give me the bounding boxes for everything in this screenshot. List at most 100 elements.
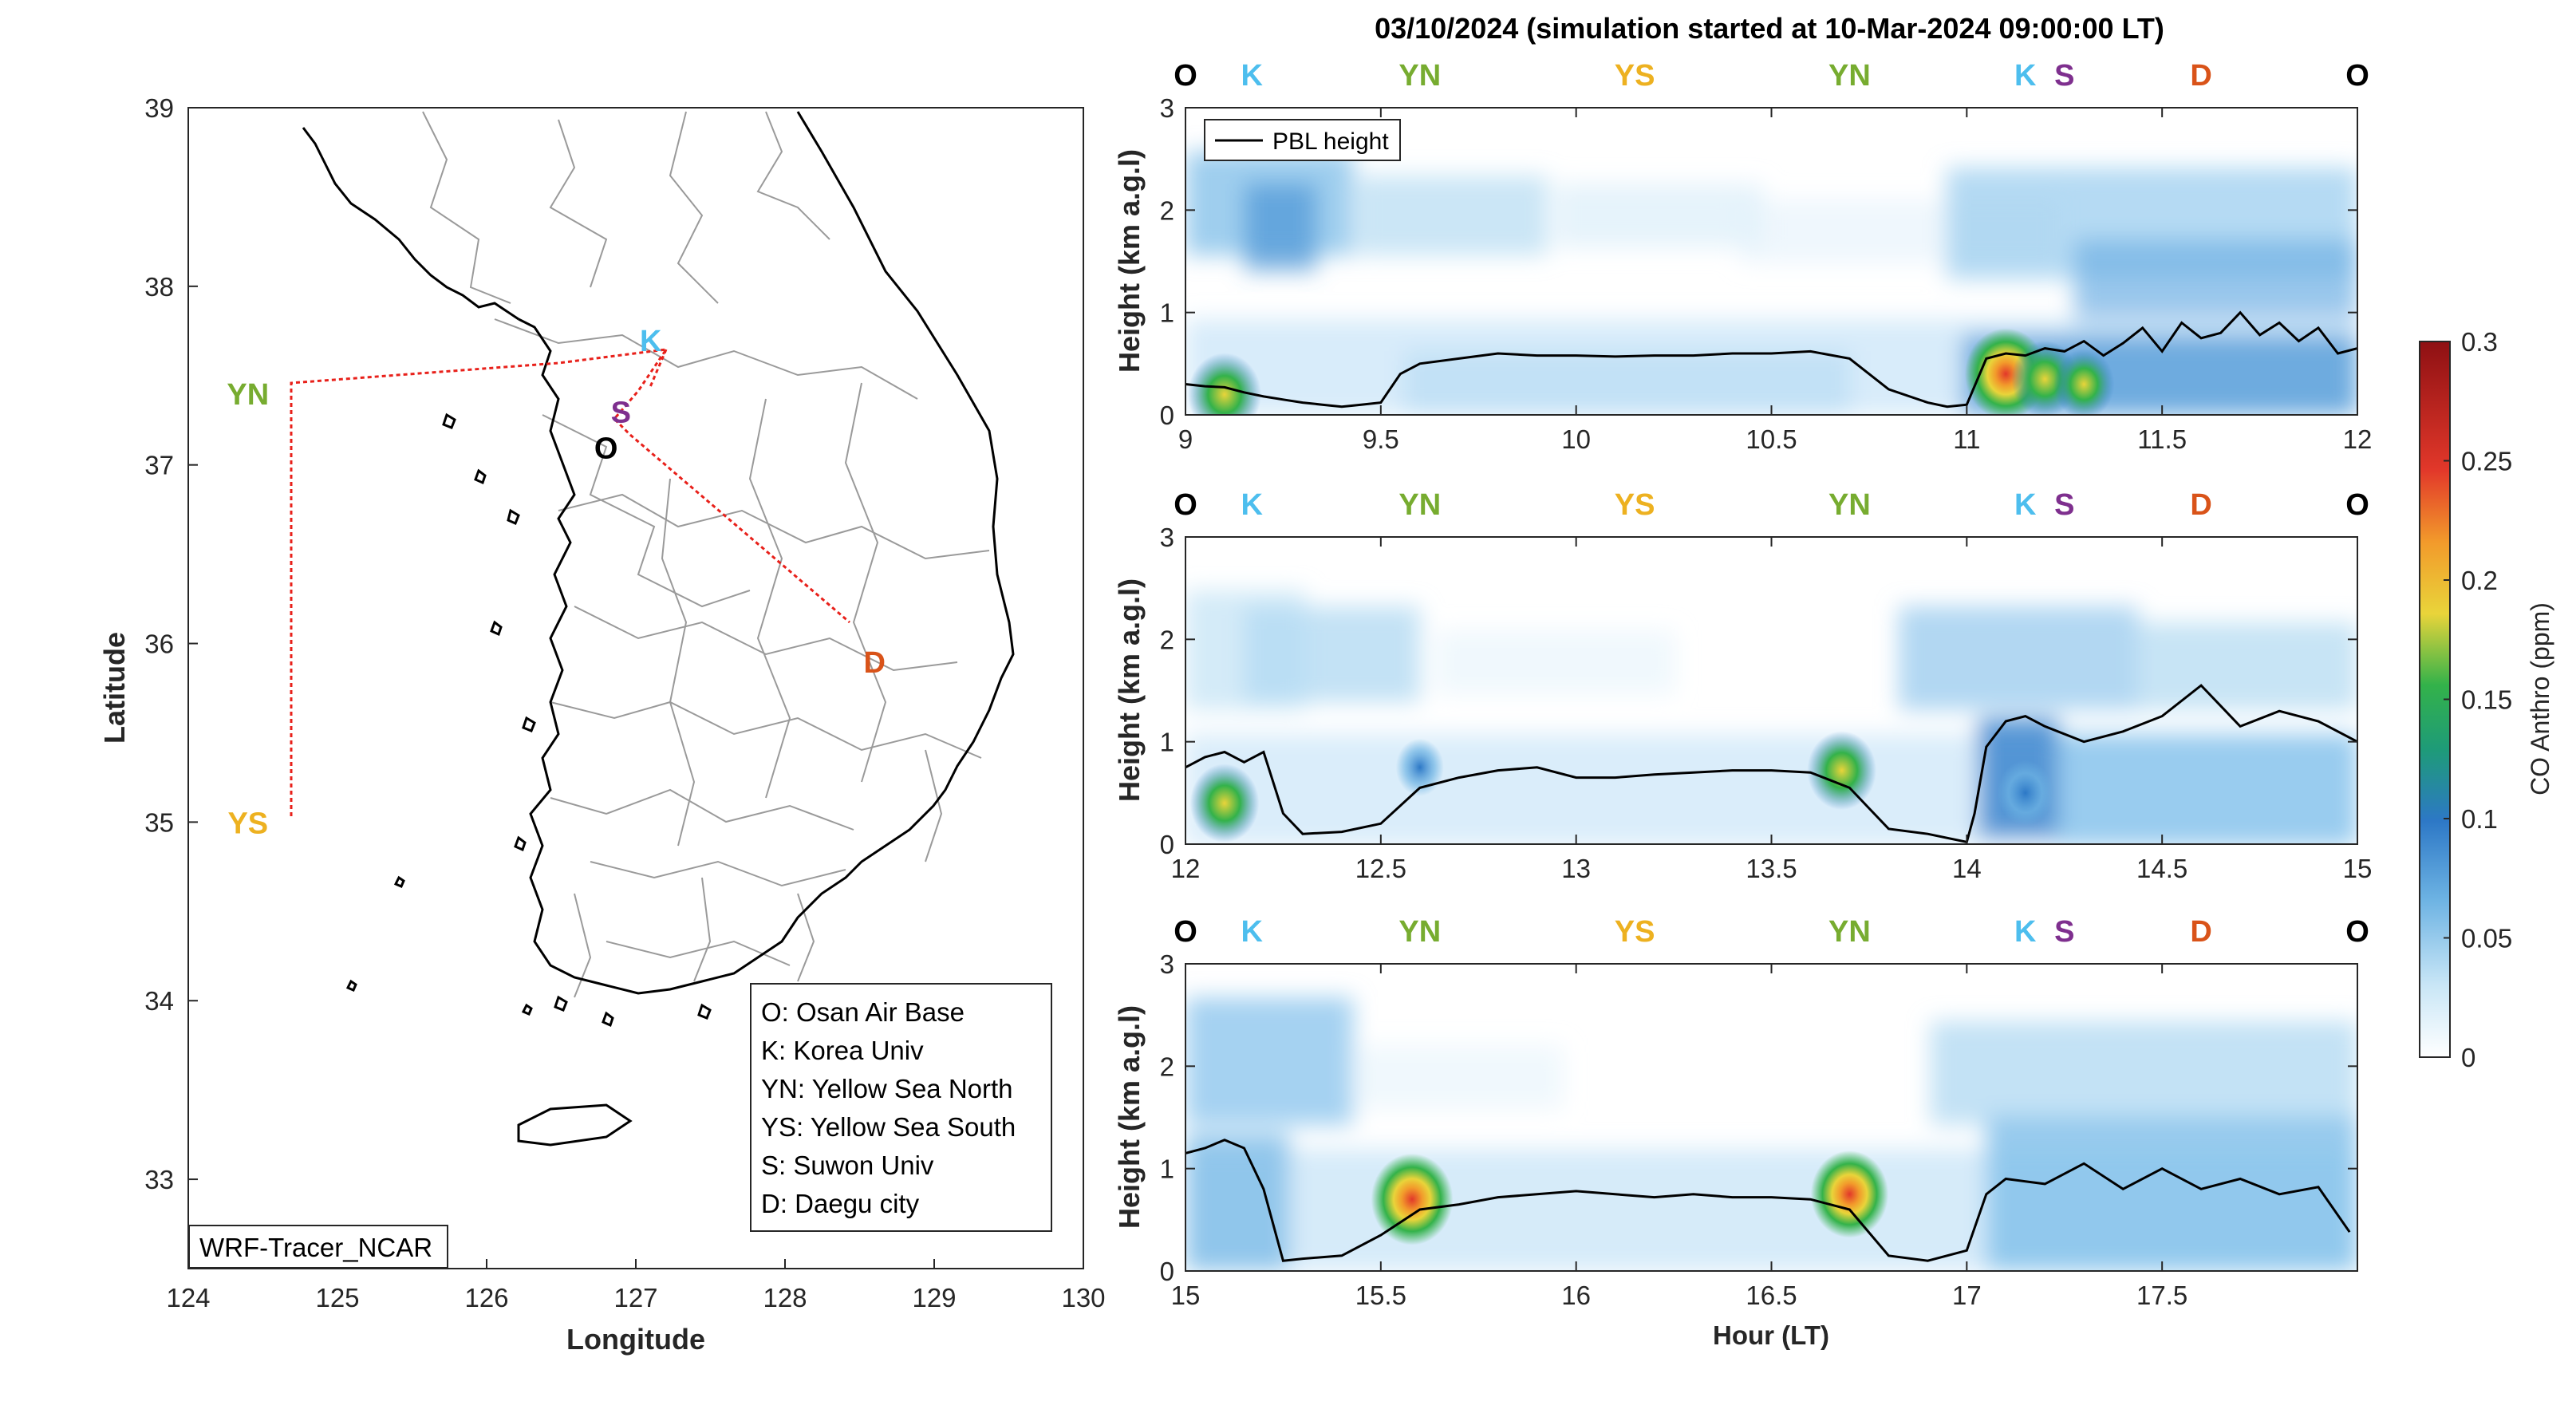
flight-track [290, 348, 850, 816]
xtick-label: 11.5 [2137, 424, 2187, 454]
xtick-label: 9 [1178, 424, 1193, 454]
co-hotspot [1187, 353, 1261, 415]
panel-site-d: D [2190, 488, 2211, 522]
map-site-s: S [611, 397, 631, 430]
panel-site-s: S [2054, 59, 2074, 93]
pbl-height-line [1185, 684, 2357, 844]
ytick-label: 1 [1160, 1154, 1174, 1184]
map-xtick-label: 127 [613, 1283, 657, 1312]
xtick-label: 16.5 [1746, 1281, 1797, 1310]
map-xtick-label: 130 [1061, 1283, 1105, 1312]
panel-site-s: S [2054, 488, 2074, 522]
map-xtick-label: 125 [315, 1283, 359, 1312]
map-ytick-label: 37 [144, 451, 174, 480]
panel-site-k: K [1241, 915, 1264, 949]
panel-site-ys: YS [1615, 59, 1655, 93]
map-xtick-label: 129 [912, 1283, 956, 1312]
xtick-label: 12 [1171, 854, 1201, 883]
xtick-label: 15.5 [1355, 1281, 1406, 1310]
map-site-o: O [594, 432, 618, 465]
co-hotspot [1189, 764, 1260, 843]
map-xtick-label: 128 [763, 1283, 807, 1312]
site-legend-box [750, 983, 1052, 1232]
panel-site-o: O [1174, 59, 1197, 93]
site-legend-item: O: Osan Air Base [761, 997, 965, 1027]
panel-site-o: O [1174, 488, 1197, 522]
panel-xlabel: Hour (LT) [1713, 1320, 1829, 1350]
map-xtick-label: 126 [464, 1283, 508, 1312]
xtick-label: 14.5 [2136, 854, 2187, 883]
panel-site-o: O [2345, 915, 2369, 949]
pbl-legend-label: PBL height [1272, 128, 1389, 155]
xtick-label: 15 [1171, 1281, 1201, 1310]
map-xtick-label: 124 [166, 1283, 210, 1312]
panel-site-k: K [2014, 488, 2037, 522]
co-hotspot [1810, 1151, 1889, 1238]
figure-title: 03/10/2024 (simulation started at 10-Mar… [1375, 12, 2164, 45]
site-legend-item: D: Daegu city [761, 1189, 920, 1218]
xtick-label: 12 [2343, 424, 2373, 454]
ytick-label: 3 [1160, 93, 1174, 123]
panel-ylabel: Height (km a.g.l) [1113, 149, 1146, 373]
ytick-label: 0 [1160, 401, 1174, 430]
xtick-label: 12.5 [1355, 854, 1406, 883]
axis-ticks: 15 15.5 16 16.5 17 17.5 0 1 2 3 [1160, 949, 2357, 1310]
panel-site-yn: YN [1828, 488, 1871, 522]
panel-site-ys: YS [1615, 488, 1655, 522]
panel-site-k: K [2014, 915, 2037, 949]
background-field [1185, 590, 2357, 844]
co-hotspot [1371, 1153, 1454, 1245]
co-hotspot [1395, 738, 1444, 796]
map-site-k: K [640, 325, 662, 358]
map-site-d: D [863, 646, 885, 680]
xtick-label: 13.5 [1746, 854, 1797, 883]
map-ytick-label: 34 [144, 986, 174, 1016]
xtick-label: 10 [1561, 424, 1591, 454]
site-legend-item: K: Korea Univ [761, 1036, 924, 1065]
panel-site-k: K [1241, 488, 1264, 522]
pbl-height-line [1185, 310, 2357, 409]
panel-site-d: D [2190, 915, 2211, 949]
colorbar-tick-label: 0.3 [2461, 327, 2498, 357]
ytick-label: 2 [1160, 625, 1174, 654]
ytick-label: 1 [1160, 728, 1174, 757]
ytick-label: 3 [1160, 523, 1174, 552]
xtick-label: 14 [1952, 854, 1982, 883]
colorbar: 0 0.05 0.1 0.15 0.2 0.25 0.3 CO Anthro (ppm) [2419, 327, 2554, 1072]
pbl-height-line [1185, 1139, 2351, 1262]
ytick-label: 3 [1160, 949, 1174, 979]
map-ylabel: Latitude [98, 632, 131, 744]
map-site-ys: YS [227, 807, 268, 840]
panel-site-labels: O K YN YS YN K S D O [1174, 488, 2369, 522]
hotspots [1189, 731, 2054, 843]
colorbar-tick-label: 0.15 [2461, 685, 2512, 715]
ytick-label: 1 [1160, 298, 1174, 328]
district-boundaries [422, 111, 990, 1147]
panel-site-yn: YN [1398, 915, 1441, 949]
site-legend-item: S: Suwon Univ [761, 1151, 934, 1180]
colorbar-tick-label: 0.05 [2461, 924, 2512, 953]
panel-site-d: D [2190, 59, 2211, 93]
map-ytick-label: 38 [144, 272, 174, 302]
colorbar-tick-label: 0.1 [2461, 804, 2498, 834]
site-legend: O: Osan Air Base K: Korea Univ YN: Yello… [761, 997, 1016, 1218]
map-ytick-label: 33 [144, 1165, 174, 1194]
map-ytick-label: 36 [144, 630, 174, 659]
xtick-label: 17 [1952, 1281, 1982, 1310]
xtick-label: 16 [1561, 1281, 1591, 1310]
panel-site-s: S [2054, 915, 2074, 949]
site-legend-item: YN: Yellow Sea North [761, 1074, 1013, 1103]
panel-ylabel: Height (km a.g.l) [1113, 1005, 1146, 1229]
hotspots [1371, 1151, 1889, 1245]
xtick-label: 13 [1561, 854, 1591, 883]
xtick-label: 10.5 [1746, 424, 1797, 454]
xtick-label: 15 [2343, 854, 2373, 883]
panel-site-ys: YS [1615, 915, 1655, 949]
panel-site-yn: YN [1828, 59, 1871, 93]
ytick-label: 2 [1160, 1052, 1174, 1081]
